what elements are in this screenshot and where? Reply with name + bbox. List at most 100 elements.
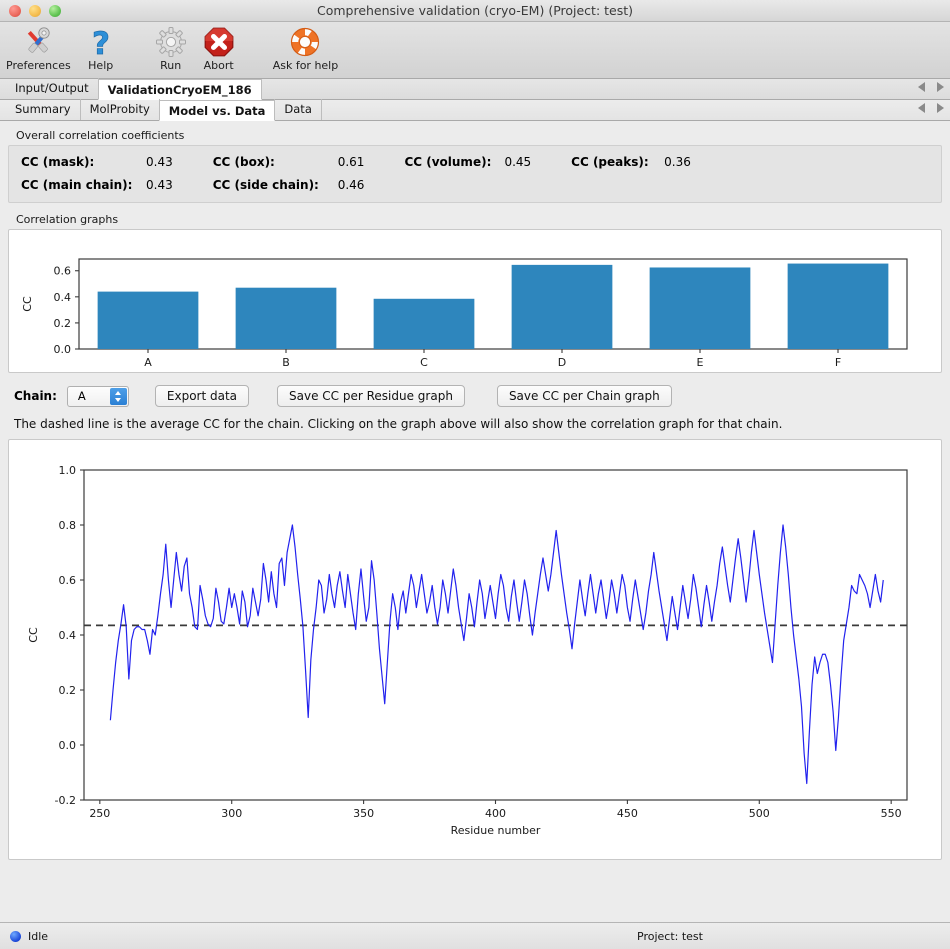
gear-icon <box>155 25 187 59</box>
bar-A[interactable] <box>97 291 199 349</box>
line-x-tick-label: 250 <box>89 807 110 820</box>
secondary-tab-bar: Summary MolProbity Model vs. Data Data <box>0 99 950 121</box>
status-bar: Idle Project: test <box>0 922 950 949</box>
bar-x-tick-label: F <box>835 356 841 369</box>
abort-button[interactable]: Abort <box>195 25 243 72</box>
bar-y-tick-label: 0.2 <box>54 317 72 330</box>
bar-x-tick-label: C <box>420 356 428 369</box>
next-arrow-icon[interactable] <box>937 103 944 113</box>
bar-y-axis-title: CC <box>21 296 34 312</box>
chain-label: Chain: <box>14 389 57 403</box>
bar-C[interactable] <box>373 298 475 349</box>
export-data-button[interactable]: Export data <box>154 385 250 407</box>
cc-side-chain-value: 0.46 <box>337 178 365 192</box>
line-x-tick-label: 350 <box>353 807 374 820</box>
bar-y-tick-label: 0.0 <box>54 343 72 356</box>
window-title-bar: Comprehensive validation (cryo-EM) (Proj… <box>0 0 950 22</box>
cc-per-residue-series[interactable] <box>109 524 884 785</box>
close-button[interactable] <box>9 4 21 17</box>
save-cc-per-chain-graph-button[interactable]: Save CC per Chain graph <box>496 385 672 407</box>
cc-peaks-value: 0.36 <box>664 155 691 169</box>
line-x-tick-label: 400 <box>485 807 506 820</box>
line-y-tick-label: 0.6 <box>59 574 77 587</box>
line-y-tick-label: 0.2 <box>59 684 77 697</box>
preferences-button[interactable]: Preferences <box>0 25 77 72</box>
chain-select-value: A <box>77 389 86 403</box>
next-arrow-icon[interactable] <box>937 82 944 92</box>
cc-box-value: 0.61 <box>337 155 365 169</box>
primary-tab-bar: Input/Output ValidationCryoEM_186 <box>0 78 950 100</box>
bar-plot-frame <box>78 258 908 350</box>
ask-for-help-label: Ask for help <box>272 59 339 72</box>
ask-for-help-button[interactable]: Ask for help <box>267 25 345 72</box>
secondary-tab-nav <box>918 103 944 113</box>
bar-B[interactable] <box>235 287 337 349</box>
question-mark-icon: ? <box>88 25 114 59</box>
cc-per-residue-chart[interactable]: -0.2 0.0 0.2 0.4 0.6 0.8 1.0 250 300 350 400 450 500… <box>9 440 925 859</box>
cc-side-chain-label: CC (side chain): <box>212 178 319 192</box>
svg-text:?: ? <box>92 26 110 58</box>
save-cc-per-residue-graph-button[interactable]: Save CC per Residue graph <box>277 385 465 407</box>
window-title: Comprehensive validation (cryo-EM) (Proj… <box>316 3 634 18</box>
line-plot-frame <box>83 469 908 801</box>
bar-x-tick-label: B <box>282 356 290 369</box>
tab-molprobity[interactable]: MolProbity <box>79 99 160 120</box>
cc-main-chain-label: CC (main chain): <box>21 178 133 192</box>
run-label: Run <box>160 59 182 72</box>
status-project: Project: test <box>637 929 703 943</box>
tab-validation-cryoem[interactable]: ValidationCryoEM_186 <box>97 79 262 100</box>
status-indicator-icon <box>10 930 21 942</box>
minimize-button[interactable] <box>29 4 41 17</box>
run-button[interactable]: Run <box>147 25 195 72</box>
help-button[interactable]: ? Help <box>77 25 125 72</box>
chain-select[interactable]: A <box>66 385 129 407</box>
overall-cc-group-label: Overall correlation coefficients <box>16 129 185 142</box>
main-toolbar: Preferences ? Help <box>0 22 950 79</box>
cc-volume-label: CC (volume): <box>404 155 492 169</box>
tools-icon <box>21 25 55 59</box>
line-x-tick-label: 500 <box>749 807 770 820</box>
bar-D[interactable] <box>511 264 613 349</box>
traffic-light-buttons <box>0 4 61 17</box>
line-y-tick-label: 0.8 <box>59 519 77 532</box>
main-content: Overall correlation coefficients CC (mas… <box>0 121 950 926</box>
bar-x-tick-label: E <box>697 356 704 369</box>
cc-mask-value: 0.43 <box>146 155 173 169</box>
stop-x-icon <box>203 25 235 59</box>
tab-model-vs-data[interactable]: Model vs. Data <box>158 100 276 121</box>
overall-cc-row-1: CC (mask): 0.43 CC (box): 0.61 CC (volum… <box>21 155 929 169</box>
line-x-tick-label: 450 <box>617 807 638 820</box>
tab-summary[interactable]: Summary <box>6 99 81 120</box>
line-y-tick-label: -0.2 <box>55 794 76 807</box>
preferences-label: Preferences <box>6 59 71 72</box>
bar-y-tick-label: 0.4 <box>54 291 72 304</box>
help-label: Help <box>88 59 114 72</box>
line-x-tick-label: 550 <box>881 807 902 820</box>
cc-main-chain-value: 0.43 <box>146 178 173 192</box>
bar-y-tick-label: 0.6 <box>54 265 72 278</box>
cc-peaks-label: CC (peaks): <box>571 155 649 169</box>
bar-F[interactable] <box>787 263 889 349</box>
line-x-tick-label: 300 <box>221 807 242 820</box>
prev-arrow-icon[interactable] <box>918 82 925 92</box>
overall-cc-panel: CC (mask): 0.43 CC (box): 0.61 CC (volum… <box>8 145 942 203</box>
line-x-axis-title: Residue number <box>451 824 541 837</box>
cc-per-residue-chart-panel[interactable]: -0.2 0.0 0.2 0.4 0.6 0.8 1.0 250 300 350 400 450 500… <box>8 439 942 860</box>
correlation-graphs-group-label: Correlation graphs <box>16 213 119 226</box>
primary-tab-nav <box>918 82 944 92</box>
prev-arrow-icon[interactable] <box>918 103 925 113</box>
dashed-line-hint: The dashed line is the average CC for th… <box>14 417 783 431</box>
bar-x-tick-label: A <box>144 356 152 369</box>
bar-E[interactable] <box>649 267 751 349</box>
abort-label: Abort <box>203 59 234 72</box>
zoom-button[interactable] <box>49 4 61 17</box>
line-y-axis-title: CC <box>27 627 40 643</box>
tab-data[interactable]: Data <box>274 99 322 120</box>
line-y-tick-label: 0.0 <box>59 739 77 752</box>
chart-controls: Chain: A Export data Save CC per Residue… <box>14 385 942 407</box>
line-y-tick-label: 0.4 <box>59 629 77 642</box>
tab-input-output[interactable]: Input/Output <box>6 78 99 99</box>
chain-select-stepper-icon[interactable] <box>109 387 127 405</box>
